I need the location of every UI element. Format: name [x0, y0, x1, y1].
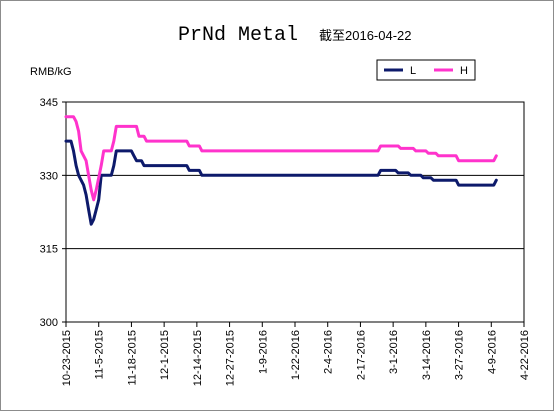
series-line-l — [64, 139, 498, 226]
x-tick-label: 3-27-2016 — [454, 330, 466, 380]
legend: L H — [376, 59, 476, 81]
x-tick-label: 12-14-2015 — [192, 330, 204, 386]
x-tick-label: 2-4-2016 — [323, 330, 335, 374]
series-line-h — [64, 115, 498, 202]
x-tick-label: 3-14-2016 — [421, 330, 433, 380]
x-tick-label: 4-9-2016 — [486, 330, 498, 374]
legend-box — [376, 59, 476, 81]
chart-subtitle: 截至2016-04-22 — [319, 28, 412, 43]
plot-border — [65, 101, 525, 323]
y-tick-label: 315 — [40, 244, 58, 256]
legend-label-h: H — [460, 65, 468, 77]
x-tick-label: 1-9-2016 — [257, 330, 269, 374]
x-tick-label: 12-27-2015 — [225, 330, 237, 386]
x-tick-label: 1-22-2016 — [290, 330, 302, 380]
x-tick-label: 11-5-2015 — [94, 330, 106, 379]
y-tick-label: 330 — [40, 170, 58, 182]
plot-area: 300 315 330 345 10-23-2015 11-5-2015 11-18-201… — [40, 97, 531, 386]
y-tick-label: 345 — [40, 97, 58, 109]
x-tick-label: 11-18-2015 — [126, 330, 138, 385]
x-tick-label: 3-1-2016 — [388, 330, 400, 374]
x-tick-label: 4-22-2016 — [519, 330, 531, 380]
x-tick-label: 2-17-2016 — [355, 330, 367, 380]
y-tick-label: 300 — [40, 317, 58, 329]
x-tick-label: 10-23-2015 — [61, 330, 73, 386]
y-axis-label: RMB/kG — [30, 66, 72, 78]
x-tick-label: 12-1-2015 — [159, 330, 171, 380]
legend-label-l: L — [410, 65, 416, 77]
chart-title: PrNd Metal — [178, 24, 298, 47]
